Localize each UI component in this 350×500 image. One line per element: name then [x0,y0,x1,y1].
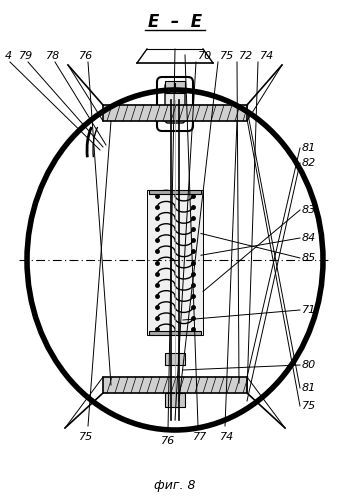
Text: фиг. 8: фиг. 8 [154,480,196,492]
Text: 81: 81 [302,383,316,393]
Bar [149,331,201,335]
Text: 72: 72 [239,51,253,61]
FancyBboxPatch shape [165,83,185,123]
Text: 76: 76 [161,436,175,446]
Text: 84: 84 [302,233,316,243]
Text: 71: 71 [302,305,316,315]
Bar [147,190,203,335]
Text: 79: 79 [19,51,33,61]
Bar [165,393,185,407]
Text: 75: 75 [220,51,234,61]
Bar [103,105,247,121]
Text: 78: 78 [46,51,60,61]
Text: 4: 4 [5,51,12,61]
Text: 74: 74 [260,51,274,61]
Bar [103,377,247,393]
Text: 74: 74 [220,432,234,442]
Text: 85: 85 [302,253,316,263]
Bar [165,353,185,365]
Text: 80: 80 [302,360,316,370]
Text: 75: 75 [302,401,316,411]
Text: 83: 83 [302,205,316,215]
Bar [165,81,185,93]
Text: 77: 77 [193,432,207,442]
Text: 70: 70 [198,51,212,61]
Text: 75: 75 [79,432,93,442]
Text: 81: 81 [302,143,316,153]
Text: 76: 76 [79,51,93,61]
Text: E  –  E: E – E [148,13,202,31]
Text: 82: 82 [302,158,316,168]
Bar [149,190,201,194]
